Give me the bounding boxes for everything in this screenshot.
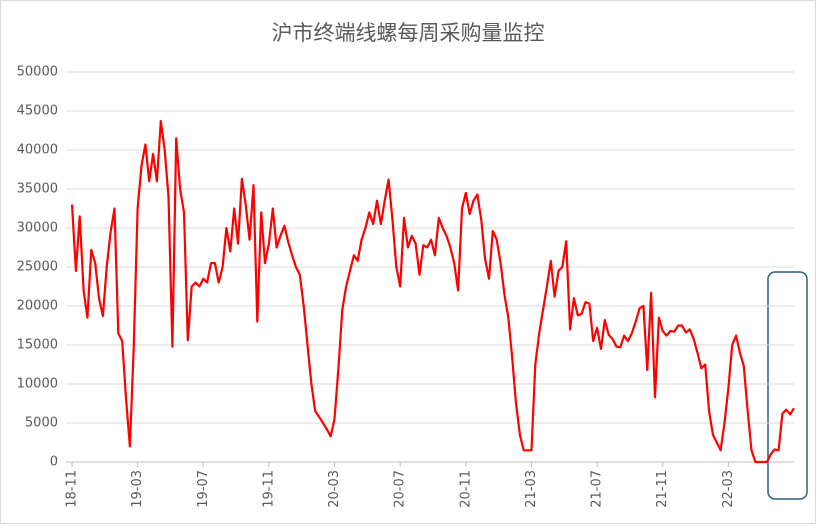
y-tick-label: 45000 — [17, 104, 58, 119]
y-tick-label: 25000 — [17, 260, 58, 275]
series-line — [70, 120, 795, 464]
y-tick-label: 30000 — [17, 221, 58, 236]
x-tick-label: 19-07 — [196, 470, 211, 508]
x-tick-label: 18-11 — [65, 470, 80, 508]
y-tick-label: 5000 — [25, 416, 58, 431]
y-tick-label: 0 — [50, 455, 58, 470]
x-tick-label: 20-11 — [458, 470, 473, 508]
x-tick-label: 20-03 — [327, 470, 342, 508]
y-tick-label: 50000 — [17, 65, 58, 80]
y-tick-label: 15000 — [17, 338, 58, 353]
x-tick-label: 21-07 — [590, 470, 605, 508]
x-tick-label: 20-07 — [393, 470, 408, 508]
y-tick-label: 10000 — [17, 377, 58, 392]
y-tick-label: 20000 — [17, 299, 58, 314]
chart-title: 沪市终端线螺每周采购量监控 — [272, 21, 545, 45]
y-tick-label: 40000 — [17, 143, 58, 158]
x-tick-label: 19-03 — [130, 470, 145, 508]
x-tick-label: 21-03 — [524, 470, 539, 508]
x-tick-label: 21-11 — [655, 470, 670, 508]
highlight-box — [767, 271, 808, 500]
y-tick-label: 35000 — [17, 182, 58, 197]
x-tick-label: 22-03 — [721, 470, 736, 508]
x-tick-label: 19-11 — [261, 470, 276, 508]
